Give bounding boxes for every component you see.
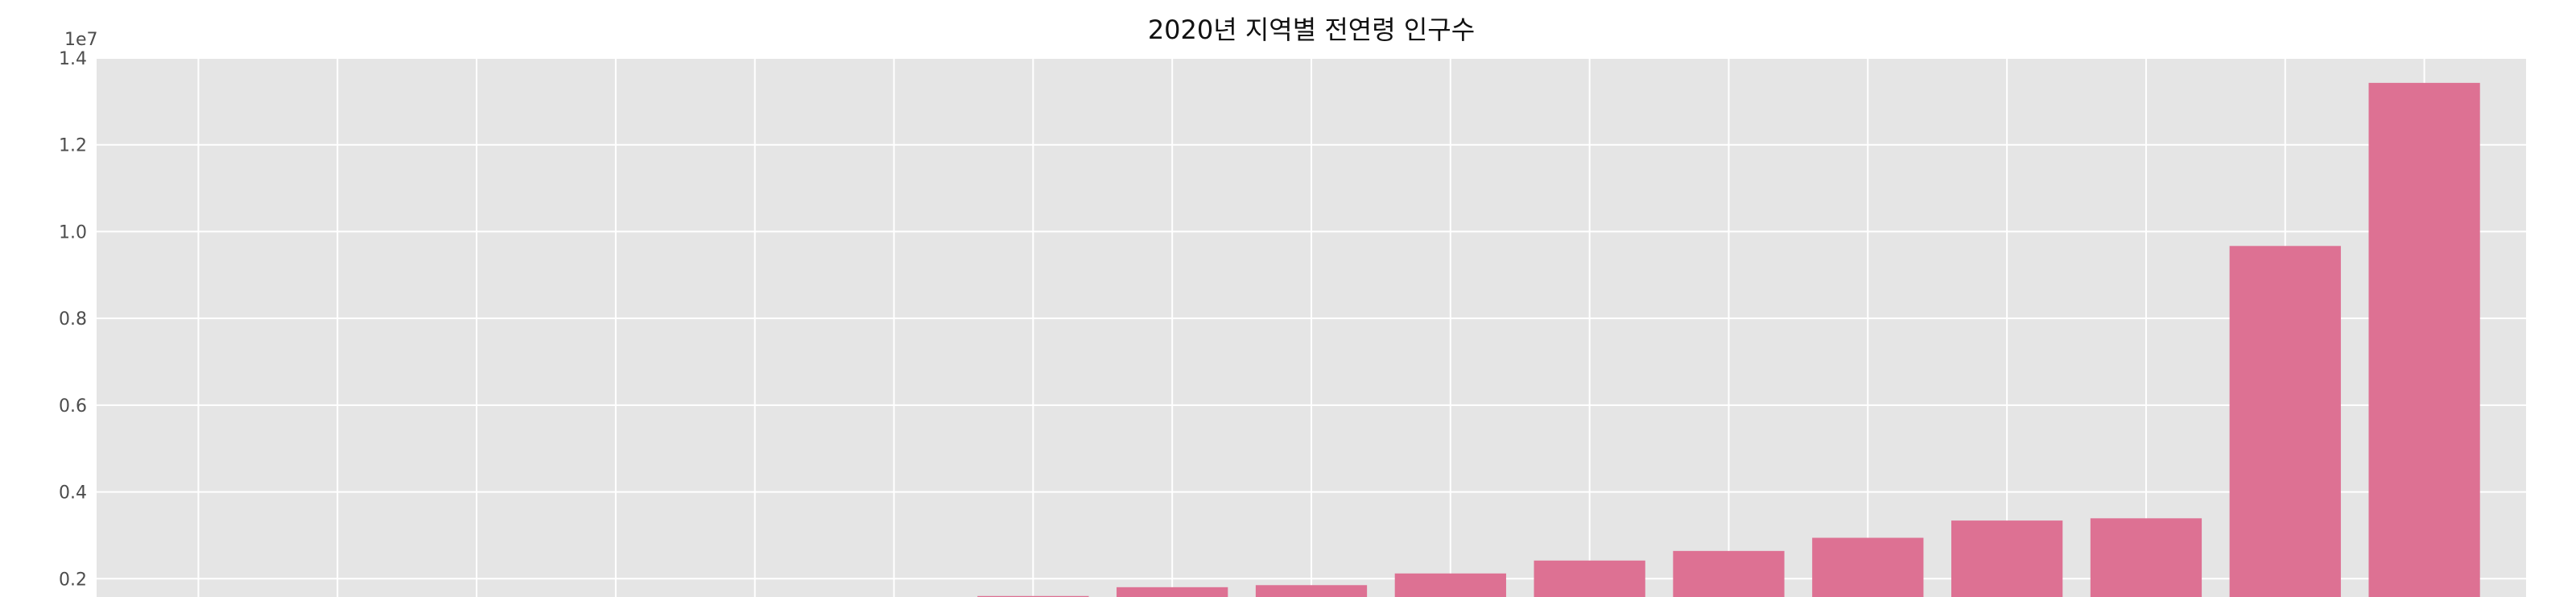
y-tick-label: 0.4 [59, 483, 87, 504]
y-axis-ticks: 0.00.20.40.60.81.01.21.4 [59, 49, 87, 590]
y-tick-label: 0.8 [59, 309, 87, 330]
bar [2229, 246, 2341, 597]
y-tick-label: 1.0 [59, 222, 87, 243]
bar [2368, 82, 2480, 597]
y-tick-label: 1.4 [59, 49, 87, 69]
bar [1812, 537, 1924, 597]
y-tick-label: 0.2 [59, 570, 87, 590]
y-tick-label: 1.2 [59, 136, 87, 156]
chart-title: 2020년 지역별 전연령 인구수 [1148, 15, 1475, 45]
bar [1117, 587, 1228, 597]
bar [2090, 518, 2202, 597]
y-axis-offset-label: 1e7 [64, 30, 98, 50]
bar [1673, 550, 1785, 597]
bar [1255, 585, 1368, 597]
bars [977, 82, 2480, 597]
y-tick-label: 0.6 [59, 396, 87, 417]
bar [1394, 573, 1506, 597]
bar [977, 595, 1089, 597]
bar [1951, 520, 2063, 597]
bar [1534, 560, 1645, 597]
